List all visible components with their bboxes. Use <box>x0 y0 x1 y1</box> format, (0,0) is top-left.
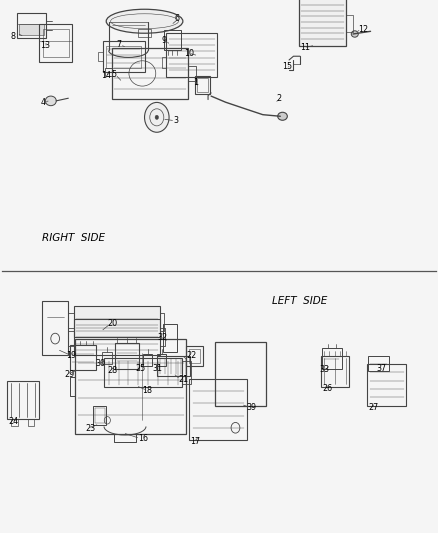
Text: 18: 18 <box>142 386 152 395</box>
Bar <box>74 319 160 356</box>
Text: 9: 9 <box>161 36 166 45</box>
Ellipse shape <box>106 9 183 33</box>
Bar <box>368 356 389 371</box>
Bar <box>197 78 208 92</box>
Text: 22: 22 <box>186 351 196 360</box>
Bar <box>11 419 18 426</box>
Text: 14: 14 <box>102 71 112 80</box>
Text: 5: 5 <box>112 70 117 79</box>
Bar <box>98 52 103 61</box>
Text: 20: 20 <box>107 319 117 328</box>
Text: 1: 1 <box>193 78 198 87</box>
Text: 16: 16 <box>138 434 148 443</box>
Bar <box>70 345 96 370</box>
Text: 32: 32 <box>158 333 168 342</box>
Bar <box>321 356 349 386</box>
Text: LEFT  SIDE: LEFT SIDE <box>272 296 327 306</box>
Bar <box>17 13 46 38</box>
Text: 17: 17 <box>191 438 201 446</box>
Text: 26: 26 <box>323 384 333 393</box>
Text: 33: 33 <box>320 365 330 374</box>
Bar <box>164 30 181 51</box>
Bar <box>102 352 112 364</box>
Text: 27: 27 <box>368 403 378 412</box>
Bar <box>74 306 160 337</box>
Circle shape <box>145 102 169 132</box>
Bar <box>103 41 145 72</box>
Text: 4: 4 <box>40 98 45 107</box>
Text: 39: 39 <box>246 403 256 412</box>
Bar <box>346 14 353 32</box>
Bar <box>115 343 139 369</box>
Ellipse shape <box>46 96 56 106</box>
Bar <box>322 348 342 369</box>
Bar <box>39 24 72 62</box>
Text: 8: 8 <box>11 32 15 41</box>
Text: 29: 29 <box>65 370 75 379</box>
Bar <box>43 29 69 57</box>
Text: 19: 19 <box>67 351 77 360</box>
Bar <box>215 342 266 406</box>
Text: 15: 15 <box>282 62 292 71</box>
Bar <box>138 29 151 37</box>
Bar <box>7 381 39 419</box>
Text: 23: 23 <box>85 424 95 433</box>
Text: 3: 3 <box>173 116 178 125</box>
Bar <box>157 356 190 376</box>
Bar <box>75 339 186 434</box>
Bar <box>28 419 35 426</box>
Text: 31: 31 <box>152 364 162 373</box>
Bar <box>112 48 188 99</box>
Text: 7: 7 <box>116 40 121 49</box>
Bar <box>367 364 406 406</box>
Text: 6: 6 <box>174 14 179 23</box>
Text: 21: 21 <box>179 375 189 384</box>
Bar <box>93 406 106 425</box>
Bar <box>166 33 217 77</box>
Text: 24: 24 <box>8 417 18 425</box>
Bar <box>95 408 105 423</box>
Bar <box>299 0 346 46</box>
Text: 12: 12 <box>358 25 368 34</box>
Bar <box>143 354 152 366</box>
Bar <box>189 379 247 440</box>
Bar <box>189 349 200 362</box>
Text: 30: 30 <box>95 359 106 368</box>
Text: 2: 2 <box>276 94 281 103</box>
Bar <box>186 345 203 366</box>
Text: RIGHT  SIDE: RIGHT SIDE <box>42 232 105 243</box>
Circle shape <box>155 115 159 119</box>
Bar <box>182 361 191 384</box>
Bar <box>19 24 44 35</box>
Text: 10: 10 <box>184 49 194 58</box>
Bar <box>163 324 177 352</box>
Text: 11: 11 <box>300 43 310 52</box>
Bar <box>157 354 166 366</box>
Bar <box>106 45 141 68</box>
Text: 25: 25 <box>136 364 146 373</box>
Text: 37: 37 <box>377 364 387 373</box>
Text: 13: 13 <box>40 41 50 50</box>
Ellipse shape <box>351 31 358 37</box>
Bar <box>104 358 182 387</box>
Text: 28: 28 <box>107 366 117 375</box>
Bar <box>42 301 68 355</box>
Bar <box>162 58 166 68</box>
Bar <box>195 76 210 94</box>
Ellipse shape <box>278 112 287 120</box>
